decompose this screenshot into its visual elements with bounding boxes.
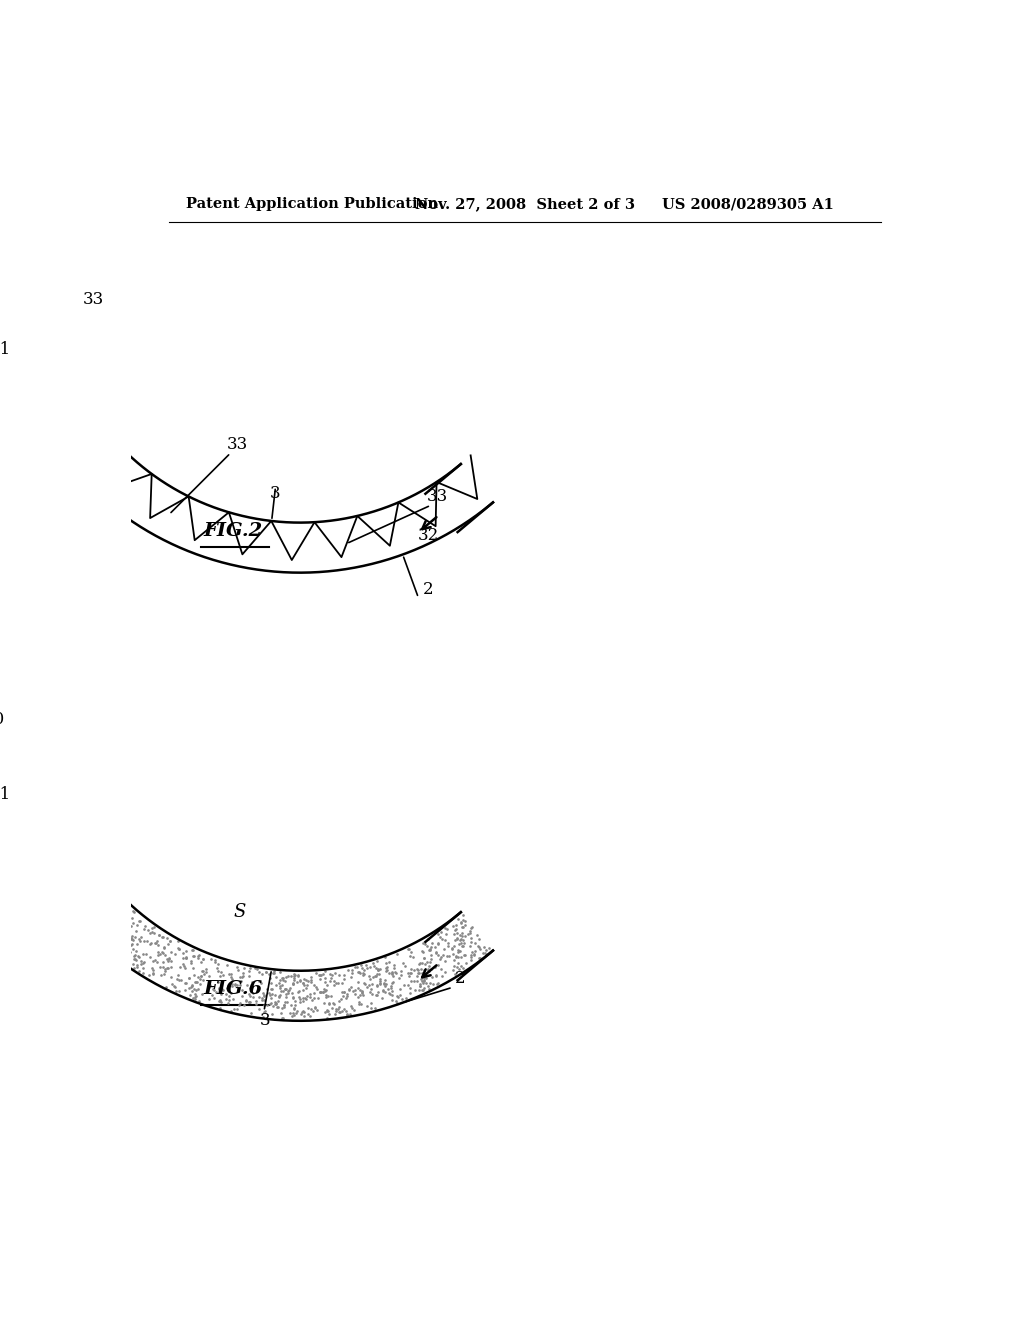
Text: S: S	[233, 903, 246, 921]
Polygon shape	[12, 346, 493, 573]
Text: Patent Application Publication: Patent Application Publication	[186, 198, 438, 211]
Text: 32: 32	[417, 527, 438, 544]
Text: 33: 33	[226, 436, 248, 453]
Text: FIG.6: FIG.6	[204, 979, 263, 998]
Text: US 2008/0289305 A1: US 2008/0289305 A1	[662, 198, 834, 211]
Text: 30: 30	[0, 710, 5, 727]
Text: 2: 2	[455, 970, 466, 987]
Text: 33: 33	[83, 290, 104, 308]
Text: 2: 2	[422, 581, 433, 598]
Polygon shape	[0, 280, 60, 360]
Text: Nov. 27, 2008  Sheet 2 of 3: Nov. 27, 2008 Sheet 2 of 3	[416, 198, 636, 211]
Polygon shape	[12, 793, 493, 1020]
Text: FIG.2: FIG.2	[204, 521, 263, 540]
Text: 31: 31	[0, 785, 10, 803]
Text: 31: 31	[0, 342, 10, 358]
Text: 3: 3	[269, 486, 280, 502]
Text: 33: 33	[427, 488, 449, 506]
Polygon shape	[0, 727, 60, 808]
Text: 3: 3	[260, 1012, 270, 1030]
